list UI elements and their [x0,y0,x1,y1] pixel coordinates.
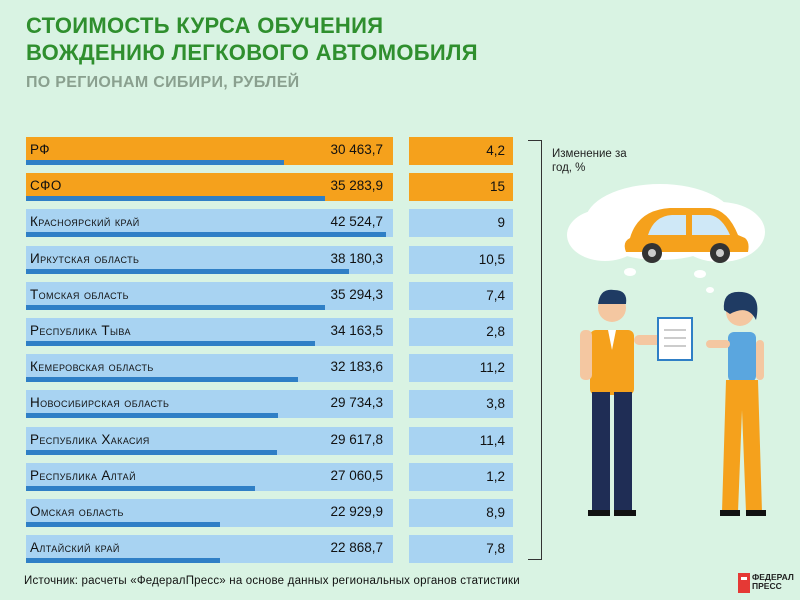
logo-text: ФЕДЕРАЛ ПРЕСС [752,573,794,591]
instructor-figure [580,289,693,516]
bar [26,269,349,274]
change-value: 11,2 [479,360,505,375]
logo-line-2: ПРЕСС [752,581,782,591]
publisher-logo: ФЕДЕРАЛ ПРЕСС [738,570,798,596]
bar [26,196,325,201]
change-value: 4,2 [486,143,505,158]
change-value: 7,4 [486,288,505,303]
change-value: 11,4 [479,433,505,448]
category-label: Красноярский край [30,214,140,229]
change-box: 4,2 [409,137,513,165]
value-label: 22 868,7 [330,540,383,555]
category-label: Республика Тыва [30,323,131,338]
bar [26,486,255,491]
value-label: 35 294,3 [330,287,383,302]
value-label: 42 524,7 [330,214,383,229]
bar [26,522,220,527]
bar [26,160,284,165]
value-label: 35 283,9 [330,178,383,193]
student-figure [706,291,766,516]
bar-row: Республика Алтай 27 060,5 [26,463,393,491]
title-line-1: СТОИМОСТЬ КУРСА ОБУЧЕНИЯ [26,13,384,38]
change-value: 10,5 [478,252,505,267]
category-label: РФ [30,142,50,157]
change-box: 3,8 [409,390,513,418]
category-label: Омская область [30,504,124,519]
value-label: 29 617,8 [330,432,383,447]
value-label: 30 463,7 [330,142,383,157]
bar-row: РФ 30 463,7 [26,137,393,165]
change-box: 15 [409,173,513,201]
change-value: 1,2 [486,469,505,484]
change-value: 3,8 [486,396,505,411]
source-note: Источник: расчеты «ФедералПресс» на осно… [24,575,520,587]
change-box: 11,4 [409,427,513,455]
chart-subtitle: ПО РЕГИОНАМ СИБИРИ, РУБЛЕЙ [26,74,300,91]
category-label: Томская область [30,287,129,302]
change-box: 2,8 [409,318,513,346]
change-box: 10,5 [409,246,513,274]
change-box: 9 [409,209,513,237]
change-bracket [528,140,542,560]
category-label: Иркутская область [30,251,140,266]
value-label: 29 734,3 [330,395,383,410]
change-box: 7,4 [409,282,513,310]
bar-row: Иркутская область 38 180,3 [26,246,393,274]
change-box: 7,8 [409,535,513,563]
change-label: Изменение за год, % [552,148,627,174]
change-box: 1,2 [409,463,513,491]
car-icon [624,208,749,263]
driving-instructor-illustration [567,184,766,516]
change-value: 9 [497,215,505,230]
category-label: Алтайский край [30,540,120,555]
value-label: 32 183,6 [330,359,383,374]
category-label: Республика Алтай [30,468,136,483]
change-value: 15 [489,179,505,194]
value-label: 27 060,5 [330,468,383,483]
bar [26,341,315,346]
bar-row: Омская область 22 929,9 [26,499,393,527]
bar-row: Томская область 35 294,3 [26,282,393,310]
change-box: 11,2 [409,354,513,382]
bar-row: Кемеровская область 32 183,6 [26,354,393,382]
value-label: 34 163,5 [330,323,383,338]
bar-row: Республика Хакасия 29 617,8 [26,427,393,455]
bar [26,377,298,382]
bar-row: Красноярский край 42 524,7 [26,209,393,237]
category-label: Республика Хакасия [30,432,150,447]
bar-row: СФО 35 283,9 [26,173,393,201]
logo-icon [738,573,750,593]
value-label: 38 180,3 [330,251,383,266]
bar [26,413,278,418]
bar-row: Новосибирская область 29 734,3 [26,390,393,418]
bar [26,450,277,455]
category-label: Новосибирская область [30,395,170,410]
bar-row: Республика Тыва 34 163,5 [26,318,393,346]
bar [26,558,220,563]
category-label: Кемеровская область [30,359,154,374]
value-label: 22 929,9 [330,504,383,519]
bar [26,232,386,237]
category-label: СФО [30,178,62,193]
bar [26,305,325,310]
change-value: 8,9 [486,505,505,520]
bar-row: Алтайский край 22 868,7 [26,535,393,563]
title-line-2: ВОЖДЕНИЮ ЛЕГКОВОГО АВТОМОБИЛЯ [26,40,478,65]
chart-title: СТОИМОСТЬ КУРСА ОБУЧЕНИЯ ВОЖДЕНИЮ ЛЕГКОВ… [26,12,566,66]
change-value: 7,8 [486,541,505,556]
change-value: 2,8 [486,324,505,339]
change-box: 8,9 [409,499,513,527]
logo-line-1: ФЕДЕРАЛ [752,572,794,582]
